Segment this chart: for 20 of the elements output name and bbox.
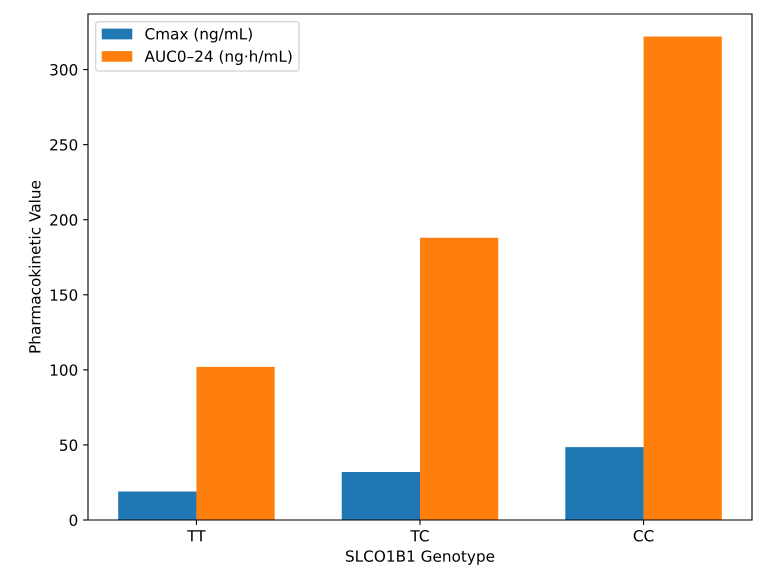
bar [644, 36, 722, 520]
y-tick-label: 100 [50, 364, 78, 376]
bar [118, 491, 196, 520]
legend-label: Cmax (ng/mL) [145, 28, 252, 43]
x-tick-label: CC [634, 530, 654, 542]
y-tick-label: 200 [50, 214, 78, 226]
bar [565, 447, 644, 520]
y-tick-label: 250 [50, 139, 78, 151]
x-axis-title: SLCO1B1 Genotype [346, 550, 494, 565]
legend-label: AUC0–24 (ng·h/mL) [144, 50, 292, 65]
bar [420, 238, 498, 520]
x-tick-label: TC [410, 530, 429, 542]
y-axis-title: Pharmacokinetic Value [28, 180, 41, 352]
y-tick-label: 0 [70, 514, 78, 526]
bar [342, 472, 420, 520]
y-tick-label: 50 [60, 439, 78, 451]
bar [196, 366, 275, 520]
y-tick-label: 150 [50, 289, 78, 301]
y-tick-label: 300 [50, 64, 78, 76]
x-tick-label: TT [187, 530, 206, 542]
